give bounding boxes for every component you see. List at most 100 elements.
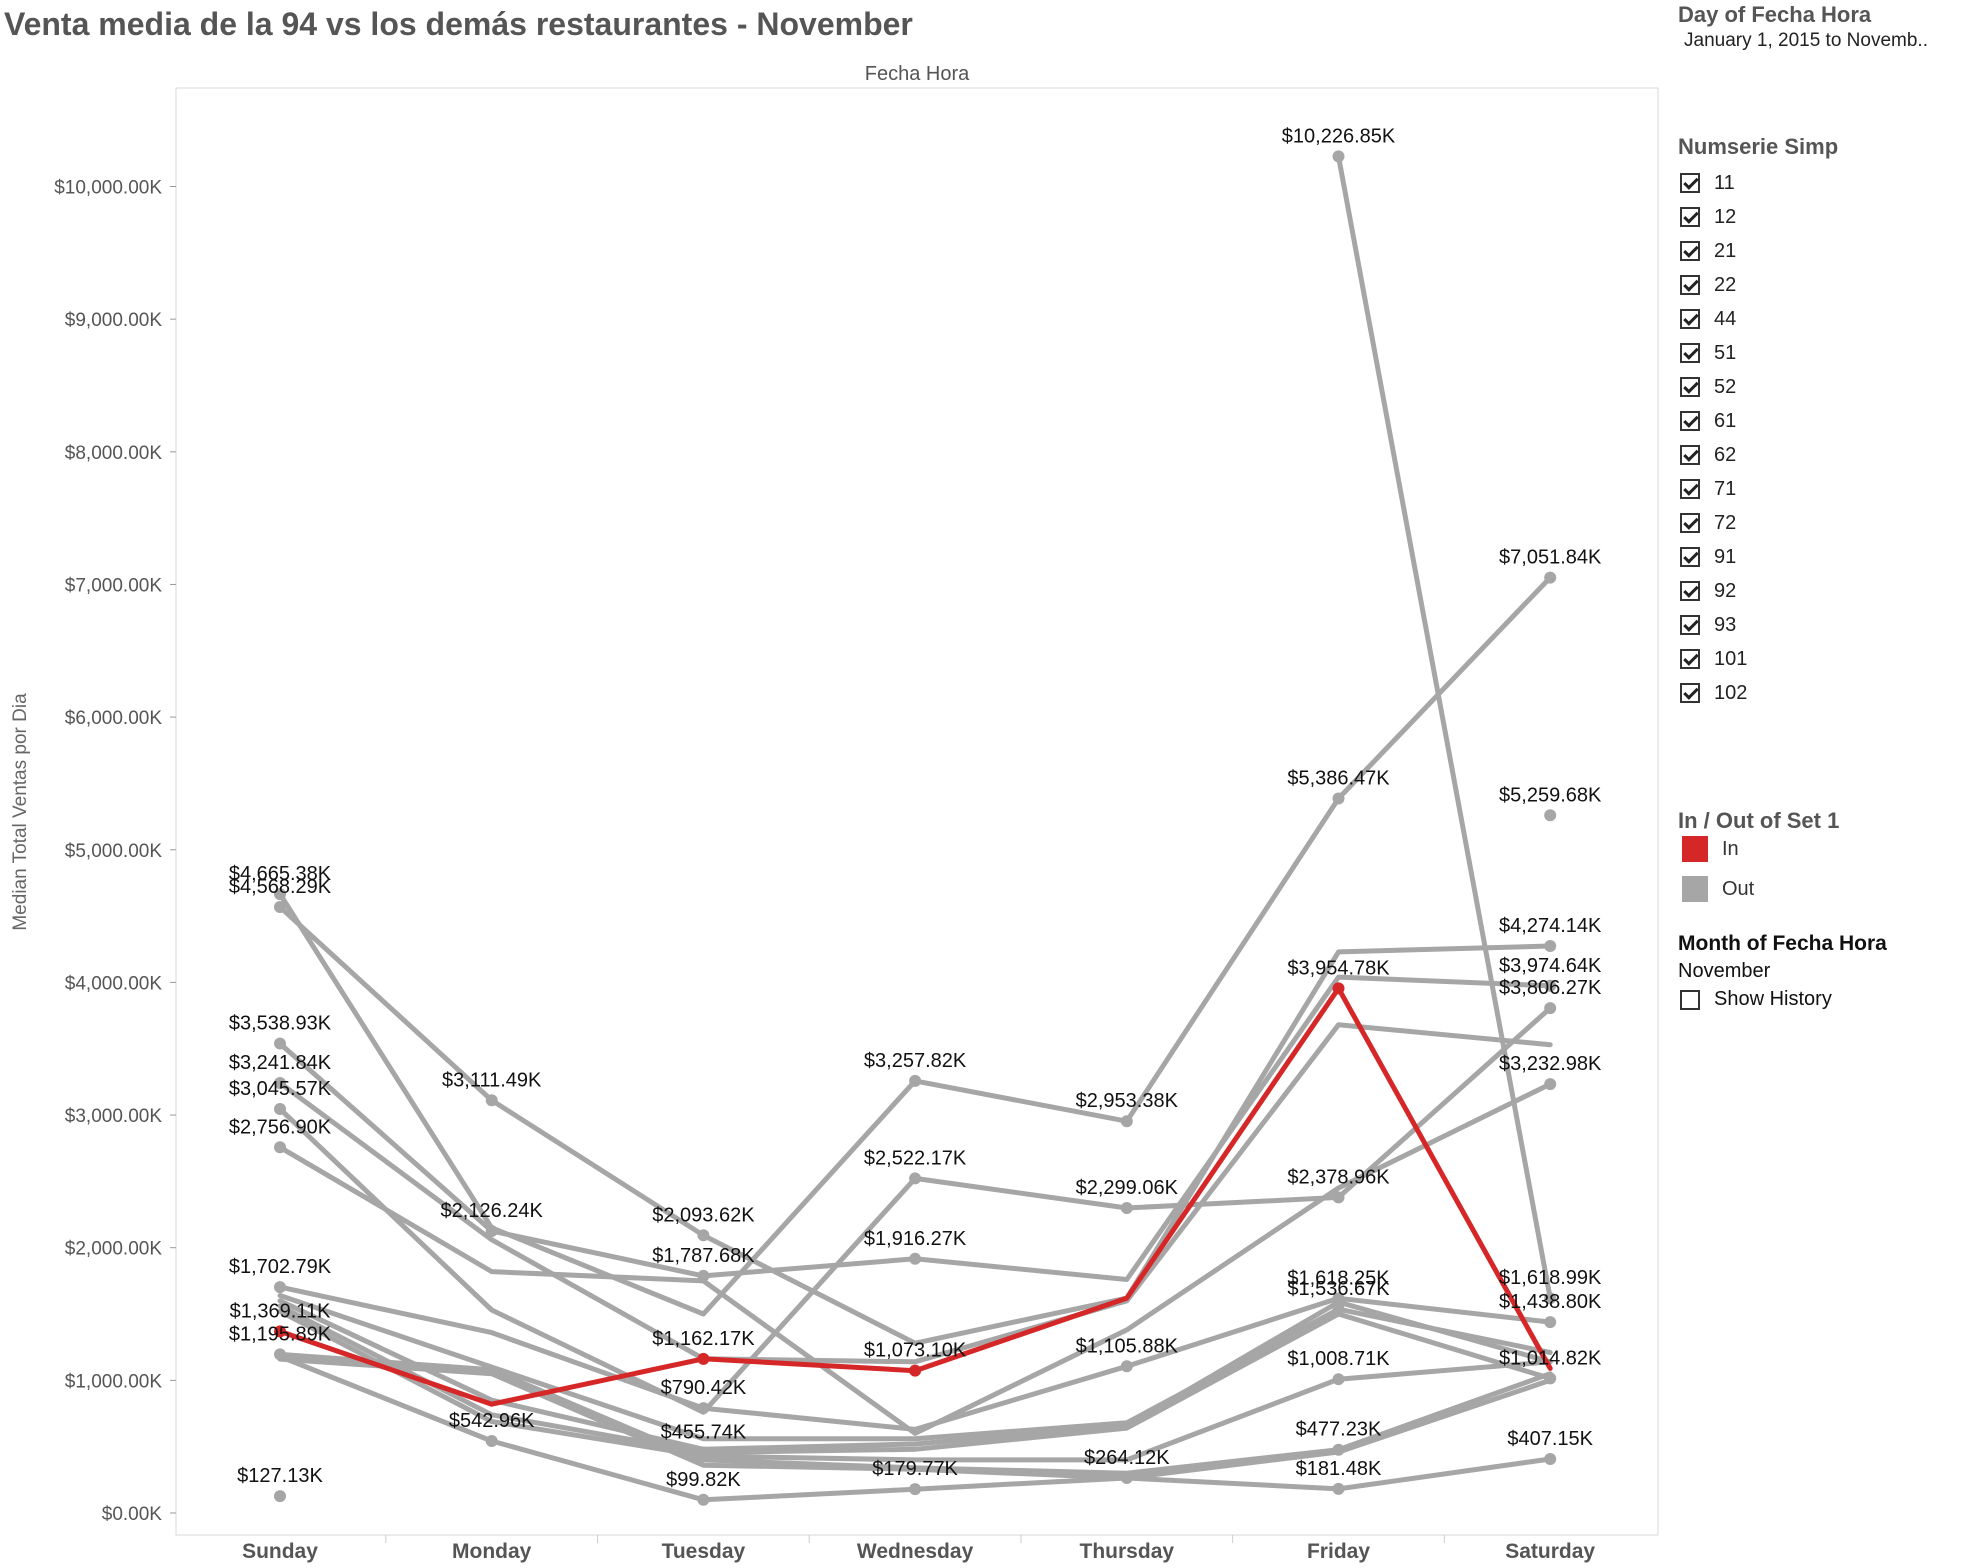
data-point-out: [697, 1493, 710, 1506]
numserie-option-21[interactable]: 21: [1680, 234, 1747, 268]
data-label: $790.42K: [661, 1377, 747, 1399]
data-label: $2,126.24K: [441, 1200, 544, 1222]
column-header: Fecha Hora: [865, 63, 970, 85]
data-label: $1,105.88K: [1076, 1335, 1179, 1357]
data-label: $3,111.49K: [442, 1069, 542, 1091]
numserie-option-12[interactable]: 12: [1680, 200, 1747, 234]
numserie-option-93[interactable]: 93: [1680, 608, 1747, 642]
numserie-option-label: 91: [1714, 545, 1737, 568]
data-point-out: [697, 1269, 710, 1282]
legend-item-in[interactable]: In: [1682, 836, 1739, 862]
numserie-option-102[interactable]: 102: [1680, 676, 1747, 710]
show-history-toggle[interactable]: Show History: [1680, 988, 1832, 1011]
legend-swatch-out: [1682, 876, 1708, 902]
data-label: $5,386.47K: [1287, 767, 1390, 789]
legend-label-in: In: [1722, 837, 1739, 860]
show-history-checkbox[interactable]: [1680, 989, 1700, 1010]
data-point-in: [1332, 982, 1345, 995]
numserie-option-22[interactable]: 22: [1680, 268, 1747, 302]
data-point-out: [697, 1229, 710, 1242]
numserie-checkbox[interactable]: [1680, 377, 1700, 397]
data-label: $264.12K: [1084, 1447, 1170, 1469]
numserie-checkbox[interactable]: [1680, 615, 1700, 635]
y-tick-label: $8,000.00K: [65, 443, 163, 464]
legend-swatch-in: [1682, 836, 1708, 862]
numserie-checkbox[interactable]: [1680, 683, 1700, 703]
numserie-option-label: 22: [1714, 273, 1737, 296]
numserie-checkbox[interactable]: [1680, 309, 1700, 329]
numserie-option-101[interactable]: 101: [1680, 642, 1747, 676]
data-point-out: [1332, 1303, 1345, 1316]
numserie-option-71[interactable]: 71: [1680, 472, 1747, 506]
x-tick-label: Saturday: [1505, 1540, 1595, 1563]
data-point-out: [1120, 1471, 1133, 1484]
numserie-checkbox[interactable]: [1680, 343, 1700, 363]
date-filter-title: Day of Fecha Hora: [1678, 2, 1872, 27]
data-point-in: [909, 1364, 922, 1377]
data-label: $1,014.82K: [1499, 1347, 1602, 1369]
data-point-out: [1544, 940, 1557, 953]
set-legend-title: In / Out of Set 1: [1678, 808, 1840, 833]
data-label: $99.82K: [666, 1469, 741, 1491]
numserie-option-label: 101: [1714, 647, 1748, 670]
numserie-option-label: 61: [1714, 409, 1737, 432]
numserie-checkbox[interactable]: [1680, 241, 1700, 261]
numserie-option-label: 72: [1714, 511, 1737, 534]
data-label: $3,045.57K: [229, 1078, 332, 1100]
numserie-checkbox[interactable]: [1680, 479, 1700, 499]
data-point-out: [1332, 1482, 1345, 1495]
data-label: $1,073.10K: [864, 1340, 967, 1362]
numserie-option-72[interactable]: 72: [1680, 506, 1747, 540]
numserie-checkbox[interactable]: [1680, 173, 1700, 193]
x-tick-label: Thursday: [1080, 1540, 1175, 1563]
numserie-checkbox[interactable]: [1680, 581, 1700, 601]
numserie-option-label: 21: [1714, 239, 1737, 262]
data-point-out: [485, 1434, 498, 1447]
numserie-checkbox[interactable]: [1680, 411, 1700, 431]
data-label: $1,195.89K: [229, 1323, 332, 1345]
data-label: $3,232.98K: [1499, 1053, 1602, 1075]
data-label: $1,369.11K: [230, 1300, 331, 1322]
y-tick-label: $3,000.00K: [65, 1106, 163, 1127]
numserie-checkbox[interactable]: [1680, 445, 1700, 465]
data-point-out: [1332, 1373, 1345, 1386]
numserie-checkbox[interactable]: [1680, 207, 1700, 227]
y-tick-label: $10,000.00K: [54, 178, 162, 199]
numserie-option-11[interactable]: 11: [1680, 166, 1747, 200]
numserie-checkbox[interactable]: [1680, 513, 1700, 533]
data-label: $407.15K: [1507, 1428, 1593, 1450]
legend-item-out[interactable]: Out: [1682, 876, 1754, 902]
numserie-option-62[interactable]: 62: [1680, 438, 1747, 472]
numserie-option-label: 51: [1714, 341, 1737, 364]
numserie-option-label: 93: [1714, 613, 1737, 636]
numserie-option-label: 71: [1714, 477, 1737, 500]
data-point-out: [485, 1224, 498, 1237]
series-line-out: [277, 1081, 1553, 1436]
month-filter-value: November: [1678, 960, 1771, 982]
data-label: $127.13K: [237, 1465, 323, 1487]
numserie-option-51[interactable]: 51: [1680, 336, 1747, 370]
data-label: $7,051.84K: [1499, 547, 1602, 569]
numserie-option-52[interactable]: 52: [1680, 370, 1747, 404]
date-filter-range[interactable]: January 1, 2015 to Novemb..: [1684, 30, 1928, 51]
data-label: $2,093.62K: [652, 1204, 755, 1226]
data-point-out: [274, 901, 286, 914]
data-point-out: [274, 1281, 286, 1294]
numserie-checkbox[interactable]: [1680, 275, 1700, 295]
data-label: $1,916.27K: [864, 1228, 967, 1250]
show-history-label: Show History: [1714, 988, 1832, 1010]
numserie-option-44[interactable]: 44: [1680, 302, 1747, 336]
numserie-option-92[interactable]: 92: [1680, 574, 1747, 608]
data-label: $1,618.25K: [1287, 1267, 1390, 1289]
numserie-checkbox[interactable]: [1680, 649, 1700, 669]
y-tick-label: $5,000.00K: [65, 841, 163, 862]
numserie-checkbox[interactable]: [1680, 547, 1700, 567]
data-point-out: [909, 1074, 922, 1087]
data-point-out: [909, 1172, 922, 1185]
numserie-option-91[interactable]: 91: [1680, 540, 1747, 574]
data-point-out: [1544, 1002, 1557, 1015]
data-label: $2,299.06K: [1076, 1177, 1179, 1199]
numserie-option-61[interactable]: 61: [1680, 404, 1747, 438]
data-point-out: [1544, 571, 1557, 584]
numserie-option-label: 12: [1714, 205, 1737, 228]
